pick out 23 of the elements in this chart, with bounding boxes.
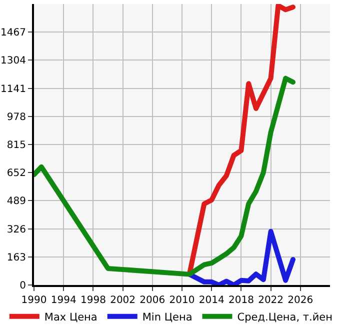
y-tick-label: 815 xyxy=(6,140,26,151)
x-tick-label: 1990 xyxy=(21,295,47,306)
y-tick-label: 1467 xyxy=(0,28,26,39)
y-tick-label: 978 xyxy=(6,112,26,123)
x-tick-label: 1998 xyxy=(80,295,106,306)
x-tick-label: 2002 xyxy=(110,295,136,306)
x-tick-label: 2018 xyxy=(228,295,254,306)
y-tick-label: 1141 xyxy=(0,84,26,95)
y-tick-label: 163 xyxy=(6,252,26,264)
legend-label: Max Цена xyxy=(44,311,98,324)
legend-label: Min Цена xyxy=(142,311,192,324)
x-tick-label: 1994 xyxy=(50,295,76,306)
x-tick-label: 2022 xyxy=(258,295,284,306)
y-tick-label: 1304 xyxy=(0,56,26,67)
legend-label: Сред.Цена, т.йен xyxy=(237,311,333,324)
y-tick-label: 652 xyxy=(6,168,26,180)
x-tick-label: 2006 xyxy=(140,295,166,306)
y-tick-label: 489 xyxy=(6,196,26,208)
x-tick-label: 2014 xyxy=(198,295,224,306)
x-tick-label: 2010 xyxy=(169,295,195,306)
y-tick-label: 0 xyxy=(20,280,26,292)
x-tick-label: 2026 xyxy=(288,295,314,306)
y-tick-label: 326 xyxy=(6,224,26,236)
